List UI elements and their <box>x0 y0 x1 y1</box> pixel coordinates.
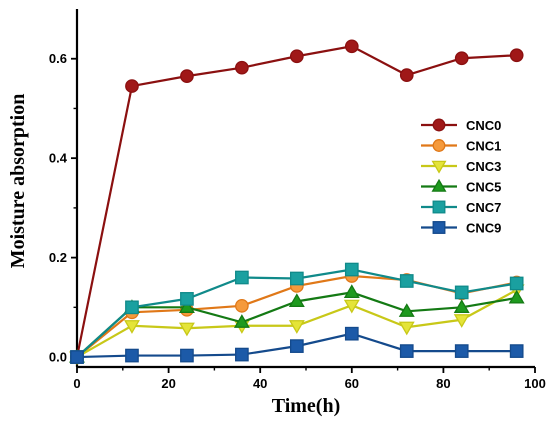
data-point-cnc5 <box>453 299 470 313</box>
data-point-cnc0 <box>289 49 304 64</box>
legend-marker-cnc9 <box>432 221 446 234</box>
data-point-cnc9 <box>125 348 139 363</box>
x-tick-label: 80 <box>436 376 450 391</box>
data-point-cnc5 <box>508 289 525 304</box>
data-point-cnc3 <box>398 321 415 336</box>
legend-entry-cnc1: CNC1 <box>421 138 501 153</box>
legend-label-cnc3: CNC3 <box>466 159 501 174</box>
data-point-cnc1 <box>235 298 249 313</box>
legend-marker-cnc3 <box>431 160 447 174</box>
data-point-cnc5 <box>343 284 360 299</box>
data-point-cnc3 <box>178 322 195 337</box>
data-point-cnc9 <box>289 339 304 353</box>
x-tick-label: 40 <box>253 376 267 391</box>
y-tick-label: 0.2 <box>49 250 67 265</box>
tick-marks: 0 20 40 60 80 100 0.0 0.2 0.4 0.6 <box>49 51 546 391</box>
legend: CNC0 CNC1 CNC3 CNC5 CNC7 CNC9 <box>421 118 501 235</box>
data-point-cnc5 <box>233 314 250 328</box>
data-point-cnc7 <box>399 274 414 288</box>
y-axis-title: Moisture absorption <box>7 94 29 269</box>
legend-marker-cnc7 <box>432 200 446 214</box>
data-point-cnc9 <box>235 347 249 362</box>
y-tick-label: 0.6 <box>49 51 67 66</box>
legend-label-cnc7: CNC7 <box>466 200 501 215</box>
data-point-cnc0 <box>180 69 194 83</box>
data-point-cnc3 <box>288 320 305 334</box>
x-tick-label: 60 <box>345 376 359 391</box>
data-point-cnc7 <box>509 276 524 291</box>
legend-marker-cnc0 <box>432 118 446 132</box>
data-point-cnc0 <box>454 51 469 66</box>
legend-entry-cnc9: CNC9 <box>421 220 501 235</box>
data-point-cnc9 <box>454 344 469 358</box>
data-point-cnc7 <box>125 300 139 315</box>
data-point-cnc7 <box>344 262 359 277</box>
data-point-cnc9 <box>180 348 194 363</box>
data-point-cnc0 <box>509 48 524 63</box>
legend-label-cnc1: CNC1 <box>466 138 501 153</box>
legend-entry-cnc5: CNC5 <box>421 178 501 194</box>
y-tick-label: 0.4 <box>49 151 68 166</box>
data-point-cnc5 <box>288 293 305 307</box>
data-point-cnc3 <box>124 320 140 334</box>
legend-entry-cnc3: CNC3 <box>421 159 501 174</box>
legend-label-cnc5: CNC5 <box>466 179 501 194</box>
data-point-cnc3 <box>343 299 360 314</box>
x-tick-label: 100 <box>524 376 546 391</box>
data-point-cnc9 <box>399 344 414 358</box>
data-point-cnc9 <box>509 344 524 358</box>
data-point-cnc9 <box>344 326 359 341</box>
data-point-cnc7 <box>289 271 304 286</box>
legend-entry-cnc0: CNC0 <box>421 118 501 133</box>
legend-label-cnc9: CNC9 <box>466 220 501 235</box>
data-point-cnc0 <box>399 68 414 82</box>
data-point-cnc0 <box>125 79 139 93</box>
series-group <box>69 39 525 366</box>
data-point-cnc7 <box>454 285 469 300</box>
data-point-cnc0 <box>235 60 249 75</box>
series-cnc9 <box>70 326 524 364</box>
data-point-cnc5 <box>398 303 415 317</box>
y-tick-label: 0.0 <box>49 350 67 365</box>
data-point-cnc5 <box>178 299 195 313</box>
data-point-cnc0 <box>344 39 359 54</box>
data-point-cnc3 <box>453 314 470 328</box>
data-point-cnc7 <box>235 270 249 285</box>
x-axis-title: Time(h) <box>272 395 341 417</box>
series-line-cnc0 <box>75 45 517 358</box>
data-point-cnc9 <box>70 350 84 364</box>
data-point-cnc7 <box>180 292 194 306</box>
x-tick-label: 0 <box>73 376 80 391</box>
legend-label-cnc0: CNC0 <box>466 118 501 133</box>
x-tick-label: 20 <box>161 376 175 391</box>
legend-marker-cnc5 <box>431 178 447 192</box>
legend-entry-cnc7: CNC7 <box>421 200 501 215</box>
legend-marker-cnc1 <box>432 139 446 152</box>
